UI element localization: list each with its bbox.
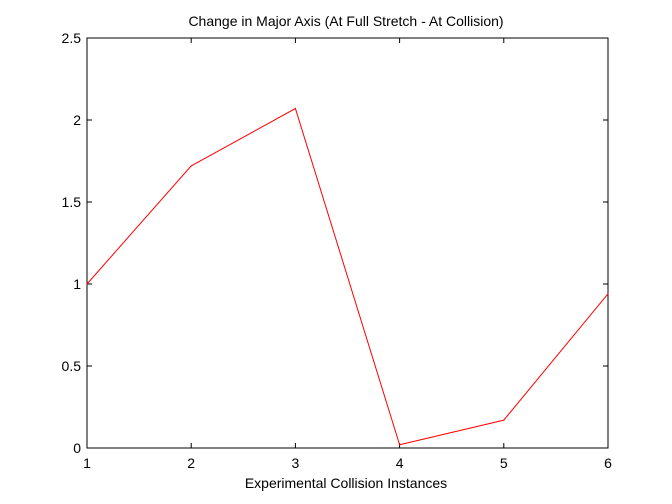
y-tick-label: 1 [73, 276, 81, 292]
x-tick-label: 5 [500, 455, 508, 471]
plot-area-frame [86, 37, 609, 449]
y-tick-label: 2.5 [62, 30, 82, 46]
y-tick-label: 2 [73, 112, 81, 128]
data-point [607, 293, 609, 295]
data-point [294, 107, 296, 110]
x-tick-label: 3 [292, 455, 300, 471]
x-tick-label: 4 [396, 455, 404, 471]
x-tick-label: 1 [83, 455, 91, 471]
x-tick-label: 2 [187, 455, 195, 471]
series-line [86, 107, 609, 446]
y-tick-label: 0 [73, 440, 81, 456]
x-axis-label: Experimental Collision Instances [245, 475, 447, 491]
y-tick-label: 0.5 [62, 358, 82, 374]
data-point [399, 444, 401, 446]
x-tick-label: 6 [604, 455, 612, 471]
y-tick-label: 1.5 [62, 194, 82, 210]
data-point [190, 165, 192, 167]
x-axis: 1 2 3 4 5 6 [83, 38, 612, 471]
y-axis: 0 0.5 1 1.5 2 2.5 [62, 30, 608, 456]
series-layer [86, 107, 609, 446]
chart-title: Change in Major Axis (At Full Stretch - … [188, 13, 503, 29]
data-point [86, 283, 88, 285]
data-point [503, 419, 505, 421]
